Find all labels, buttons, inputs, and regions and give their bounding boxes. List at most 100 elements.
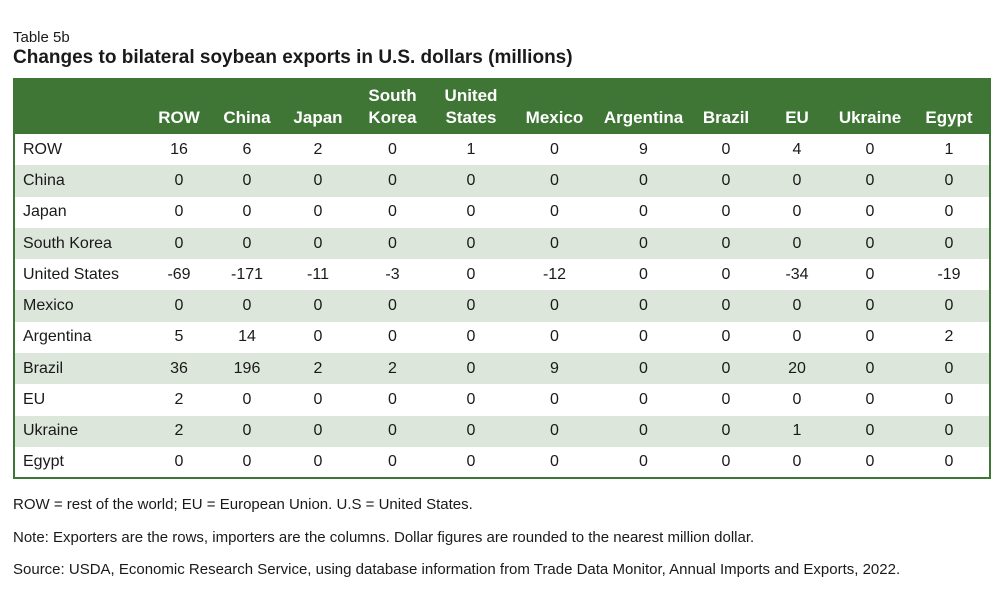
table-cell: 0	[639, 297, 648, 315]
table-cell: 0	[466, 422, 476, 440]
table-cell: 0	[944, 171, 954, 189]
table-row: Japan 0 0 0 0 0 0 0 0 0 0 0	[14, 197, 990, 228]
soybean-exports-table: ROW China Japan South Korea United States Mexic…	[13, 78, 991, 480]
table-cell: 2	[313, 140, 323, 158]
table-cell: 0	[242, 453, 252, 471]
table-cell: 1	[466, 140, 476, 158]
table-cell: 0	[792, 453, 802, 471]
abbreviations-note: ROW = rest of the world; EU = European U…	[13, 496, 473, 513]
table-cell: -34	[785, 265, 809, 283]
table-cell: 0	[639, 171, 648, 189]
table-row: Brazil 36 196 2 2 0 9 0 0 20 0 0	[14, 353, 990, 385]
table-cell: 0	[792, 328, 802, 346]
table-cell: 0	[721, 359, 731, 377]
table-cell: 0	[242, 391, 252, 409]
table-cell: 0	[944, 453, 954, 471]
table-cell: 0	[639, 234, 648, 252]
column-header: Argentina	[598, 79, 689, 134]
column-header-line: United	[444, 86, 498, 105]
table-row: United States -69 -171 -11 -3 0 -12 0 0 -34 0 -19	[14, 259, 990, 290]
table-cell: 0	[865, 391, 875, 409]
table-cell: 16	[170, 140, 188, 158]
table-cell: 0	[792, 203, 802, 221]
table-cell: 0	[313, 203, 323, 221]
table-cell: 14	[238, 328, 256, 346]
table-cell: 0	[865, 422, 875, 440]
table-cell: 0	[550, 453, 559, 471]
table-cell: 0	[721, 234, 731, 252]
table-cell: 36	[170, 359, 188, 377]
table-cell: 0	[639, 422, 648, 440]
table-cell: -11	[307, 265, 329, 283]
table-cell: 0	[466, 171, 476, 189]
table-cell: 0	[313, 391, 323, 409]
table-cell: 0	[944, 422, 954, 440]
table-cell: 4	[792, 140, 802, 158]
column-header: China	[212, 79, 282, 134]
table-cell: 0	[313, 453, 323, 471]
table-cell: 0	[550, 422, 559, 440]
table-row: Egypt 0 0 0 0 0 0 0 0 0 0 0	[14, 447, 990, 478]
table-cell: 0	[865, 140, 875, 158]
table-cell: 0	[466, 391, 476, 409]
table-cell: 2	[388, 359, 397, 377]
column-header-line: Brazil	[702, 108, 750, 127]
table-cell: 0	[721, 203, 731, 221]
table-cell: 0	[944, 359, 954, 377]
table-cell: 0	[242, 297, 252, 315]
column-header: Brazil	[689, 79, 763, 134]
table-cell: 0	[721, 391, 731, 409]
table-cell: 0	[466, 234, 476, 252]
method-note: Note: Exporters are the rows, importers …	[13, 529, 755, 546]
table-cell: -69	[167, 265, 191, 283]
table-row: South Korea 0 0 0 0 0 0 0 0 0 0 0	[14, 227, 990, 260]
table-cell: 0	[639, 328, 648, 346]
table-cell: -19	[937, 265, 961, 283]
table-cell: 9	[550, 359, 559, 377]
column-header: Ukraine	[831, 79, 909, 134]
column-header: Egypt	[909, 79, 990, 134]
table-cell: 0	[550, 328, 559, 346]
table-cell: 0	[174, 297, 184, 315]
table-cell: 0	[721, 453, 731, 471]
table-cell: 0	[174, 171, 184, 189]
column-header-line: Japan	[293, 108, 343, 127]
table-title: Changes to bilateral soybean exports in …	[13, 47, 573, 68]
table-cell: 0	[388, 422, 397, 440]
table-cell: 0	[865, 265, 875, 283]
table-cell: 1	[944, 140, 954, 158]
table-cell: 0	[466, 359, 476, 377]
table-row: EU 2 0 0 0 0 0 0 0 0 0 0	[14, 384, 990, 415]
table-cell: 0	[388, 171, 397, 189]
row-label: EU	[23, 391, 46, 409]
table-cell: 0	[313, 422, 323, 440]
table-cell: 0	[466, 328, 476, 346]
table-row: Argentina 5 14 0 0 0 0 0 0 0 0 2	[14, 322, 990, 353]
corner-cell	[14, 79, 146, 134]
table-cell: 0	[944, 297, 954, 315]
row-label: Mexico	[23, 297, 74, 315]
table-cell: 0	[639, 359, 648, 377]
table-cell: 0	[550, 391, 559, 409]
table-cell: 2	[174, 391, 184, 409]
table-cell: 0	[388, 234, 397, 252]
table-cell: 0	[721, 140, 731, 158]
table-cell: 0	[388, 328, 397, 346]
row-label: Argentina	[23, 328, 92, 346]
table-cell: 0	[792, 171, 802, 189]
column-header-line: ROW	[158, 108, 200, 127]
row-label: South Korea	[23, 234, 112, 252]
column-header: ROW	[146, 79, 212, 134]
table-cell: 2	[174, 422, 184, 440]
table-cell: 0	[550, 234, 559, 252]
column-header-line: China	[223, 108, 271, 127]
table-cell: 0	[313, 328, 323, 346]
table-cell: 0	[944, 234, 954, 252]
table-cell: 0	[721, 265, 731, 283]
table-cell: 0	[865, 234, 875, 252]
table-cell: 2	[313, 359, 323, 377]
table-cell: 0	[388, 140, 397, 158]
table-cell: 0	[174, 453, 184, 471]
column-header-line: States	[445, 108, 497, 127]
column-header-line: Ukraine	[838, 108, 902, 127]
